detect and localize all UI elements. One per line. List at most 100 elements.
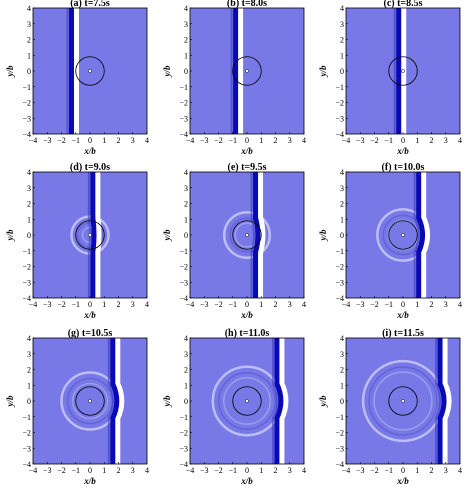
y-axis-label-g: y/b bbox=[5, 395, 15, 407]
panel-title-a: (a) t=7.5s bbox=[70, 0, 110, 9]
y-tick-label-a: 0 bbox=[27, 67, 31, 76]
cylinder-center-d bbox=[88, 233, 92, 237]
x-tick-label-b: 3 bbox=[288, 136, 292, 145]
panel-e: (e) t=9.5s −4 −3 −2 −1 0 1 2 3 4 4 3 2 1 0 −1 −2 −3 −4 x/b y… bbox=[162, 162, 306, 320]
x-tick-label-b: 0 bbox=[245, 136, 249, 145]
x-tick-label-i: 4 bbox=[458, 466, 462, 475]
x-tick-label-f: −2 bbox=[370, 300, 379, 309]
x-axis-label-a: x/b bbox=[83, 146, 96, 156]
y-axis-label-c: y/b bbox=[318, 65, 328, 77]
y-tick-label-g: −4 bbox=[22, 460, 31, 469]
y-tick-label-f: −2 bbox=[335, 263, 344, 272]
y-tick-label-d: 2 bbox=[27, 200, 31, 209]
y-tick-label-c: 2 bbox=[340, 36, 344, 45]
panel-a: (a) t=7.5s −4 −3 −2 −1 0 1 2 3 4 4 3 2 1 0 −1 −2 −3 −4 x/b y… bbox=[5, 0, 149, 156]
y-tick-label-b: −4 bbox=[179, 130, 188, 139]
x-tick-label-c: 1 bbox=[415, 136, 419, 145]
plot-area-b bbox=[190, 8, 304, 134]
scattered-ripple-d bbox=[70, 215, 110, 255]
x-tick-label-b: −3 bbox=[200, 136, 209, 145]
scattered-ripple-i bbox=[373, 371, 433, 431]
y-tick-label-f: 3 bbox=[340, 184, 344, 193]
x-tick-label-h: −1 bbox=[228, 466, 237, 475]
x-tick-label-g: 2 bbox=[117, 466, 121, 475]
x-tick-label-e: −4 bbox=[186, 300, 195, 309]
y-tick-label-h: −4 bbox=[179, 460, 188, 469]
panel-b: (b) t=8.0s −4 −3 −2 −1 0 1 2 3 4 4 3 2 1 0 −1 −2 −3 −4 x/b y… bbox=[162, 0, 306, 156]
x-tick-label-g: 4 bbox=[145, 466, 149, 475]
plot-area-c bbox=[346, 8, 460, 134]
x-axis-label-e: x/b bbox=[240, 310, 253, 320]
plot-area-d bbox=[33, 172, 147, 298]
cylinder-center-b bbox=[245, 69, 249, 73]
y-tick-label-e: −3 bbox=[179, 278, 188, 287]
x-tick-label-a: −1 bbox=[71, 136, 80, 145]
panel-i: (i) t=11.5s −4 −3 −2 −1 0 1 2 3 4 4 3 2 1 0 −1 −2 −3 −4 x/b… bbox=[318, 328, 462, 486]
x-tick-label-i: −3 bbox=[356, 466, 365, 475]
y-tick-label-d: −2 bbox=[22, 263, 31, 272]
y-tick-label-f: −1 bbox=[335, 247, 344, 256]
x-axis-label-f: x/b bbox=[396, 310, 409, 320]
y-tick-label-g: −3 bbox=[22, 444, 31, 453]
cylinder-center-h bbox=[245, 399, 249, 403]
x-axis-label-h: x/b bbox=[240, 476, 253, 486]
scattered-ripple-h bbox=[218, 372, 276, 430]
wave-trough-g bbox=[111, 338, 125, 464]
plot-area-f bbox=[346, 172, 460, 298]
y-tick-label-i: 2 bbox=[340, 366, 344, 375]
x-tick-label-g: −2 bbox=[57, 466, 66, 475]
x-tick-label-a: 2 bbox=[117, 136, 121, 145]
wave-trough-d bbox=[91, 172, 102, 298]
plot-area-a bbox=[33, 8, 147, 134]
x-tick-label-a: −2 bbox=[57, 136, 66, 145]
x-tick-label-c: −1 bbox=[384, 136, 393, 145]
y-tick-label-f: 1 bbox=[340, 215, 344, 224]
panel-title-e: (e) t=9.5s bbox=[227, 162, 266, 173]
x-tick-label-f: 2 bbox=[430, 300, 434, 309]
wave-trough-i bbox=[438, 338, 452, 464]
y-tick-label-f: 4 bbox=[340, 168, 344, 177]
x-tick-label-e: 2 bbox=[274, 300, 278, 309]
y-tick-label-g: 3 bbox=[27, 350, 31, 359]
panel-title-h: (h) t=11.0s bbox=[225, 328, 270, 339]
x-tick-label-b: −2 bbox=[214, 136, 223, 145]
y-tick-label-b: 3 bbox=[184, 20, 188, 29]
y-tick-label-e: −4 bbox=[179, 294, 188, 303]
x-tick-label-c: −4 bbox=[342, 136, 351, 145]
panel-title-c: (c) t=8.5s bbox=[383, 0, 422, 9]
panel-f: (f) t=10.0s −4 −3 −2 −1 0 1 2 3 4 4 3 2 1 0 −1 −2 −3 −4 x/b… bbox=[318, 162, 462, 320]
x-tick-label-f: 4 bbox=[458, 300, 462, 309]
cylinder-center-g bbox=[88, 399, 92, 403]
plot-area-h bbox=[190, 338, 304, 464]
cylinder-outline-c bbox=[388, 56, 418, 86]
x-tick-label-a: −4 bbox=[29, 136, 38, 145]
x-tick-label-a: 1 bbox=[102, 136, 106, 145]
y-tick-label-e: 4 bbox=[184, 168, 188, 177]
x-axis-label-i: x/b bbox=[396, 476, 409, 486]
x-tick-label-d: 4 bbox=[145, 300, 149, 309]
scattered-ripple-g bbox=[71, 382, 109, 420]
wave-crest-g bbox=[110, 338, 120, 464]
x-tick-label-g: −3 bbox=[43, 466, 52, 475]
y-tick-label-f: −3 bbox=[335, 278, 344, 287]
x-axis-label-c: x/b bbox=[396, 146, 409, 156]
scattered-ripple-i bbox=[368, 366, 438, 436]
x-axis-label-b: x/b bbox=[240, 146, 253, 156]
x-tick-label-h: −4 bbox=[186, 466, 195, 475]
x-tick-label-i: −2 bbox=[370, 466, 379, 475]
y-tick-label-d: −4 bbox=[22, 294, 31, 303]
y-tick-label-i: 1 bbox=[340, 381, 344, 390]
y-tick-label-d: 1 bbox=[27, 215, 31, 224]
y-tick-label-a: −3 bbox=[22, 114, 31, 123]
y-tick-label-f: 2 bbox=[340, 200, 344, 209]
cylinder-center-i bbox=[401, 399, 405, 403]
panel-d: (d) t=9.0s −4 −3 −2 −1 0 1 2 3 4 4 3 2 1 0 −1 −2 −3 −4 x/b y… bbox=[5, 162, 149, 320]
y-tick-label-d: −1 bbox=[22, 247, 31, 256]
x-tick-label-i: 3 bbox=[444, 466, 448, 475]
x-tick-label-i: 1 bbox=[415, 466, 419, 475]
y-tick-label-h: −2 bbox=[179, 429, 188, 438]
wave-trough-f bbox=[417, 172, 431, 298]
panel-title-i: (i) t=11.5s bbox=[382, 328, 424, 339]
x-tick-label-d: 3 bbox=[131, 300, 135, 309]
y-axis-label-d: y/b bbox=[5, 229, 15, 241]
